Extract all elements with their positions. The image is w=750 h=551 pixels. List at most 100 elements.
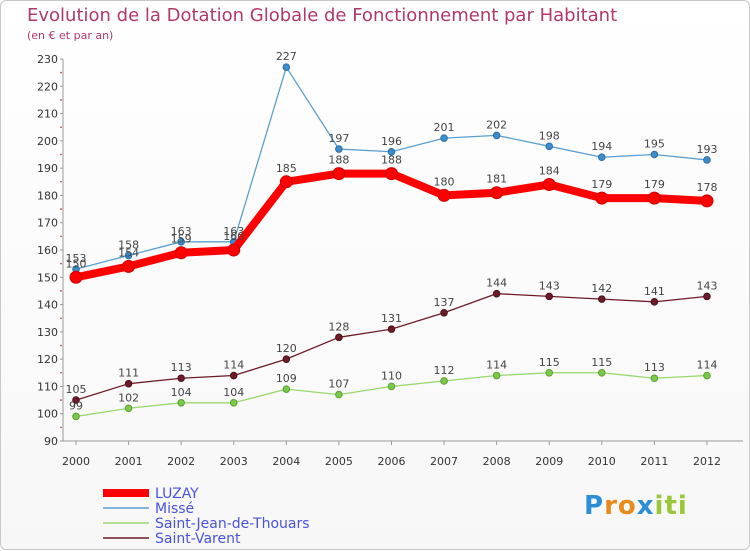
data-point bbox=[647, 191, 661, 205]
data-label: 193 bbox=[696, 143, 717, 156]
x-tick-label: 2012 bbox=[693, 455, 721, 468]
logo-letter: i bbox=[654, 491, 665, 521]
chart-subtitle: (en € et par an) bbox=[27, 29, 114, 42]
series-saint-jean-de-thouars: 99 102 104 104 109 107 110 112 114 115 115 113 114 bbox=[69, 356, 717, 421]
data-point bbox=[177, 374, 185, 383]
series-layer: 105 111 113 114 120 128 131 137 144 143 142 141 143 9… bbox=[66, 50, 717, 421]
data-point bbox=[598, 295, 606, 303]
data-label: 137 bbox=[434, 296, 455, 309]
data-point bbox=[440, 308, 448, 317]
data-label: 113 bbox=[644, 361, 665, 374]
x-tick-label: 2011 bbox=[640, 455, 668, 468]
y-minor-tick bbox=[60, 153, 62, 156]
data-label: 150 bbox=[66, 257, 87, 270]
data-label: 179 bbox=[591, 178, 612, 191]
data-point bbox=[335, 145, 343, 153]
y-minor-tick bbox=[60, 399, 62, 401]
data-label: 110 bbox=[381, 369, 402, 382]
data-label: 114 bbox=[486, 359, 507, 372]
data-label: 141 bbox=[644, 285, 665, 298]
data-point bbox=[387, 382, 396, 391]
data-label: 113 bbox=[171, 361, 192, 374]
data-point bbox=[492, 371, 501, 380]
logo-letter: t bbox=[664, 491, 678, 521]
data-label: 159 bbox=[171, 233, 192, 246]
data-label: 104 bbox=[223, 386, 244, 399]
data-label: 158 bbox=[118, 238, 139, 251]
legend-label: Saint-Jean-de-Thouars bbox=[155, 516, 310, 532]
data-point bbox=[282, 385, 291, 393]
data-point bbox=[279, 175, 293, 189]
data-label: 202 bbox=[486, 118, 507, 131]
logo-letter: x bbox=[636, 491, 655, 521]
data-point bbox=[492, 131, 501, 140]
chart-title: Evolution de la Dotation Globale de Fonc… bbox=[27, 5, 618, 26]
data-point bbox=[650, 374, 659, 383]
data-point bbox=[440, 134, 448, 142]
data-point bbox=[174, 246, 188, 260]
data-label: 195 bbox=[644, 138, 665, 151]
data-point bbox=[124, 404, 133, 413]
data-point bbox=[332, 167, 346, 181]
data-point bbox=[227, 243, 241, 257]
data-point bbox=[177, 399, 185, 407]
data-point bbox=[124, 379, 133, 388]
legend-label: Missé bbox=[155, 501, 194, 517]
data-label: 107 bbox=[328, 378, 349, 391]
data-label: 227 bbox=[276, 50, 297, 63]
y-tick-label: 210 bbox=[37, 108, 58, 121]
proxiti-logo: Proxiti bbox=[584, 491, 688, 521]
x-tick-label: 2009 bbox=[535, 455, 563, 468]
x-tick-label: 2007 bbox=[430, 455, 458, 468]
data-point bbox=[177, 238, 185, 246]
x-tick-label: 2008 bbox=[483, 455, 511, 468]
data-label: 154 bbox=[118, 246, 139, 259]
data-label: 99 bbox=[69, 399, 83, 412]
data-point bbox=[598, 153, 606, 162]
data-label: 105 bbox=[66, 383, 87, 396]
data-point bbox=[595, 191, 609, 205]
data-point bbox=[229, 371, 238, 380]
x-tick-label: 2000 bbox=[62, 455, 90, 468]
data-point bbox=[282, 355, 291, 363]
logo-letter: r bbox=[604, 491, 618, 521]
data-label: 179 bbox=[644, 178, 665, 191]
data-label: 114 bbox=[223, 359, 244, 372]
data-point bbox=[490, 186, 504, 200]
data-label: 201 bbox=[434, 121, 455, 134]
y-minor-tick bbox=[60, 180, 62, 183]
data-point bbox=[650, 150, 659, 159]
y-tick-label: 170 bbox=[37, 217, 58, 230]
series-luzay: 150 154 159 160 185 188 188 180 181 184 179 179 178 bbox=[66, 154, 717, 284]
data-point bbox=[72, 396, 80, 404]
data-label: 120 bbox=[276, 342, 297, 355]
data-label: 160 bbox=[223, 230, 244, 243]
logo-letter: i bbox=[677, 491, 688, 521]
y-tick-label: 100 bbox=[37, 408, 58, 421]
logo-letter: o bbox=[617, 491, 637, 521]
y-tick-label: 180 bbox=[37, 189, 58, 202]
data-point bbox=[387, 325, 396, 333]
data-label: 178 bbox=[696, 181, 717, 194]
data-point bbox=[542, 178, 556, 192]
data-label: 180 bbox=[434, 175, 455, 188]
data-point bbox=[124, 251, 133, 260]
data-label: 131 bbox=[381, 312, 402, 325]
data-label: 115 bbox=[539, 356, 560, 369]
series-miss-: 153 158 163 163 227 197 196 201 202 198 194 195 193 bbox=[66, 50, 717, 273]
y-minor-tick bbox=[60, 99, 62, 101]
y-minor-tick bbox=[60, 426, 62, 429]
data-point bbox=[492, 289, 501, 298]
data-point bbox=[650, 298, 659, 306]
data-point bbox=[122, 259, 136, 273]
y-tick-label: 130 bbox=[37, 326, 58, 339]
data-label: 109 bbox=[276, 372, 297, 385]
x-tick-label: 2005 bbox=[325, 455, 353, 468]
y-tick-label: 220 bbox=[37, 80, 58, 93]
data-label: 196 bbox=[381, 135, 402, 148]
data-label: 198 bbox=[539, 129, 560, 142]
data-label: 181 bbox=[486, 173, 507, 186]
y-tick-label: 90 bbox=[44, 435, 58, 448]
data-label: 188 bbox=[328, 154, 349, 167]
data-label: 197 bbox=[328, 132, 349, 145]
